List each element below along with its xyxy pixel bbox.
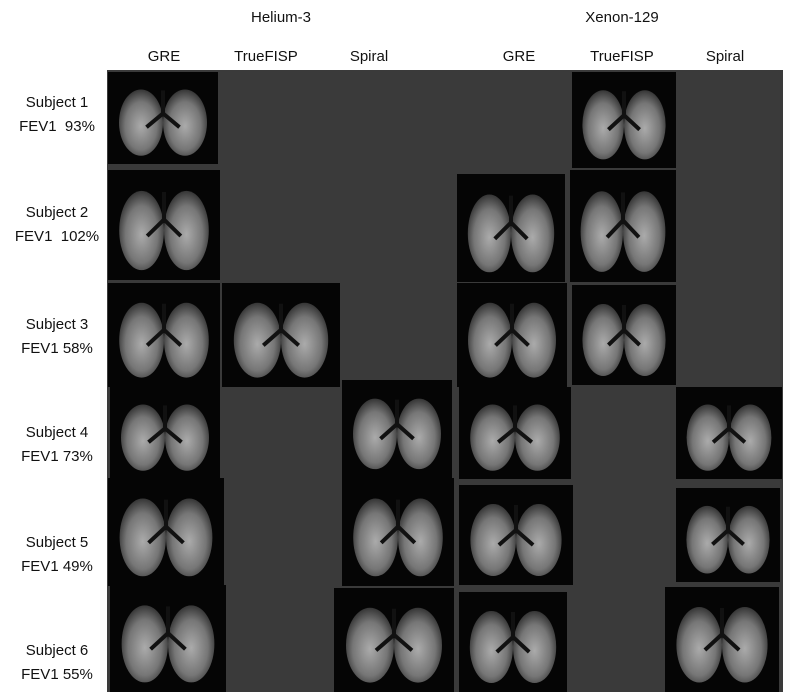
lung-right bbox=[728, 506, 770, 574]
lung-right bbox=[512, 303, 556, 378]
lung-right bbox=[398, 499, 443, 577]
lung-left bbox=[676, 607, 722, 683]
subject-label: Subject 6 bbox=[26, 642, 89, 659]
lung-right bbox=[624, 90, 666, 159]
lung-left bbox=[122, 605, 168, 682]
column-header: TrueFISP bbox=[590, 48, 654, 65]
lung-left bbox=[119, 89, 163, 155]
lung-left bbox=[353, 399, 397, 470]
lung-left bbox=[470, 404, 515, 470]
lung-left bbox=[470, 611, 513, 683]
lung-left bbox=[119, 191, 164, 270]
subject-label: Subject 2 bbox=[26, 204, 89, 221]
lung-right bbox=[164, 191, 209, 270]
lung-left bbox=[581, 191, 623, 272]
lung-right bbox=[164, 303, 209, 378]
lung-left bbox=[470, 504, 516, 576]
column-header: Spiral bbox=[706, 48, 744, 65]
lung-right bbox=[394, 608, 442, 683]
lung-left bbox=[346, 608, 394, 683]
figure: Helium-3 Xenon-129 GRE TrueFISP Spiral GRE T… bbox=[0, 0, 793, 692]
lung-right bbox=[165, 404, 209, 470]
lung-right bbox=[729, 404, 771, 470]
fev1-label: FEV1 73% bbox=[21, 448, 93, 465]
lung-right bbox=[623, 191, 665, 272]
lung-right bbox=[515, 404, 560, 470]
column-header: TrueFISP bbox=[234, 48, 298, 65]
lung-right bbox=[163, 89, 207, 155]
subject-label: Subject 3 bbox=[26, 316, 89, 333]
fev1-label: FEV1 55% bbox=[21, 666, 93, 683]
lung-right bbox=[722, 607, 768, 683]
fev1-label: FEV1 49% bbox=[21, 558, 93, 575]
lung-right bbox=[281, 303, 328, 378]
lung-right bbox=[166, 499, 212, 577]
column-header: Spiral bbox=[350, 48, 388, 65]
lung-left bbox=[121, 404, 165, 470]
lung-left bbox=[120, 499, 166, 577]
lung-left bbox=[687, 404, 729, 470]
lung-right bbox=[168, 605, 214, 682]
lung-right bbox=[397, 399, 441, 470]
column-header: GRE bbox=[503, 48, 536, 65]
lung-left bbox=[468, 303, 512, 378]
lung-left bbox=[686, 506, 728, 574]
lung-right bbox=[624, 304, 666, 376]
lung-left bbox=[582, 90, 624, 159]
fev1-label: FEV1 102% bbox=[15, 228, 99, 245]
lung-right bbox=[516, 504, 562, 576]
lung-left bbox=[234, 303, 281, 378]
subject-label: Subject 1 bbox=[26, 94, 89, 111]
lung-left bbox=[468, 195, 511, 273]
group-header: Helium-3 bbox=[251, 9, 311, 26]
fev1-label: FEV1 58% bbox=[21, 340, 93, 357]
column-header: GRE bbox=[148, 48, 181, 65]
lung-right bbox=[513, 611, 556, 683]
subject-label: Subject 4 bbox=[26, 424, 89, 441]
subject-label: Subject 5 bbox=[26, 534, 89, 551]
fev1-label: FEV1 93% bbox=[19, 118, 95, 135]
lung-right bbox=[511, 195, 554, 273]
lung-left bbox=[119, 303, 164, 378]
group-header: Xenon-129 bbox=[585, 9, 658, 26]
lung-left bbox=[353, 499, 398, 577]
lung-left bbox=[582, 304, 624, 376]
